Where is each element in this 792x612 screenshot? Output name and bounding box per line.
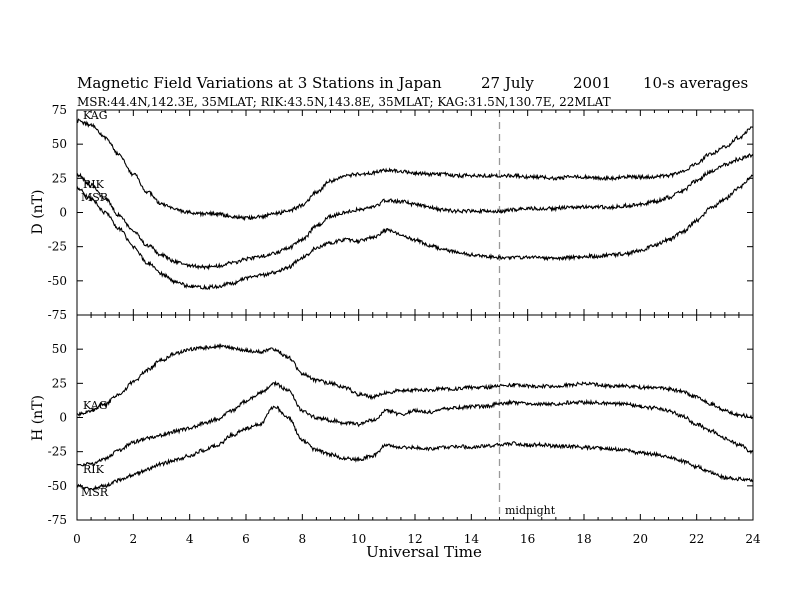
x-tick-label: 6 <box>242 532 250 546</box>
y-tick-label: -50 <box>48 274 67 288</box>
station-label-rik: RIK <box>83 178 105 191</box>
chart-averaging: 10-s averages <box>643 74 748 92</box>
x-tick-label: 4 <box>186 532 194 546</box>
station-label-msr: MSR <box>81 191 109 204</box>
series-line-kag-bottom <box>76 343 754 420</box>
station-label-msr: MSR <box>81 486 109 499</box>
series-layer <box>76 118 754 491</box>
midnight-annotation: midnight <box>505 504 556 517</box>
station-label-kag: KAG <box>83 399 108 412</box>
station-label-kag: KAG <box>83 109 108 122</box>
y-tick-label: -75 <box>48 308 67 322</box>
series-line-msr-top <box>76 174 754 291</box>
bottom-y-axis-label: H (nT) <box>30 395 46 441</box>
x-tick-label: 0 <box>73 532 81 546</box>
chart-title: Magnetic Field Variations at 3 Stations … <box>77 74 442 92</box>
stations-info: MSR:44.4N,142.3E, 35MLAT; RIK:43.5N,143.… <box>77 95 611 109</box>
x-tick-label: 14 <box>464 532 480 546</box>
y-tick-label: -75 <box>48 513 67 527</box>
y-tick-label: -50 <box>48 479 67 493</box>
chart-date-year: 2001 <box>573 74 611 92</box>
top-y-axis-label: D (nT) <box>30 190 46 235</box>
x-tick-label: 2 <box>130 532 138 546</box>
x-axis-label: Universal Time <box>366 543 482 561</box>
station-label-rik: RIK <box>83 463 105 476</box>
chart-date-day: 27 July <box>481 74 534 92</box>
x-tick-label: 18 <box>576 532 591 546</box>
series-line-msr-bottom <box>77 405 754 491</box>
y-tick-label: -25 <box>48 240 67 254</box>
x-tick-label: 16 <box>520 532 535 546</box>
series-line-rik-top <box>76 153 754 271</box>
x-tick-label: 24 <box>745 532 761 546</box>
x-tick-label: 10 <box>351 532 366 546</box>
x-tick-label: 22 <box>689 532 704 546</box>
y-tick-label: 25 <box>52 376 67 390</box>
y-tick-label: 0 <box>59 206 67 220</box>
series-line-kag-top <box>76 118 754 222</box>
x-tick-label: 8 <box>299 532 307 546</box>
y-tick-label: 0 <box>59 411 67 425</box>
x-tick-label: 20 <box>633 532 648 546</box>
y-tick-label: -25 <box>48 445 67 459</box>
y-tick-label: 75 <box>52 103 67 117</box>
y-tick-label: 50 <box>52 137 67 151</box>
y-tick-label: 50 <box>52 342 67 356</box>
series-line-rik-bottom <box>76 380 754 467</box>
y-tick-label: 25 <box>52 171 67 185</box>
x-tick-label: 12 <box>407 532 422 546</box>
